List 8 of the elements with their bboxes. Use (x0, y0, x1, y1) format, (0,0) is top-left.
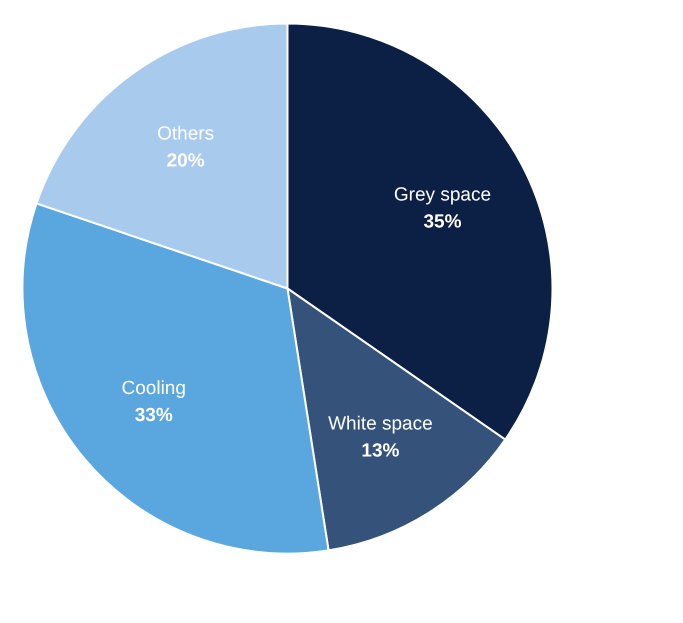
data-label: 20% (166, 150, 205, 172)
data-label: 13% (361, 440, 400, 462)
data-label: 33% (134, 405, 173, 426)
slice-label: Grey space (394, 184, 492, 206)
slice-label: Others (157, 123, 214, 144)
slice-label: Cooling (122, 378, 186, 400)
slice-label: White space (328, 414, 433, 435)
data-label: 35% (423, 211, 462, 232)
